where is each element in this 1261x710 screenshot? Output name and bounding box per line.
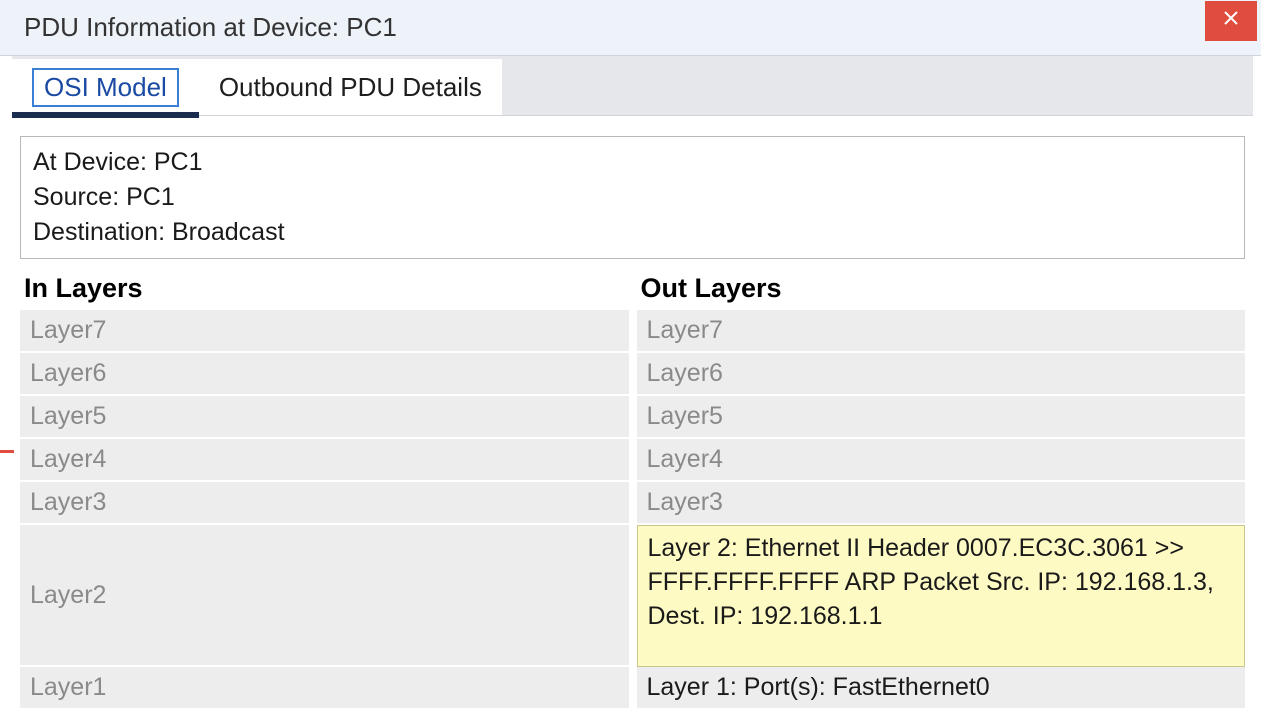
out-layer6[interactable]: Layer6 [637, 353, 1246, 396]
close-icon [1224, 11, 1238, 30]
in-layers-header: In Layers [20, 267, 629, 310]
out-layer4[interactable]: Layer4 [637, 439, 1246, 482]
out-layer3[interactable]: Layer3 [637, 482, 1246, 525]
info-box: At Device: PC1 Source: PC1 Destination: … [20, 136, 1245, 259]
window-title: PDU Information at Device: PC1 [24, 12, 397, 43]
in-layer6[interactable]: Layer6 [20, 353, 629, 396]
layers-grid: In Layers Out Layers Layer7 Layer7 Layer… [12, 267, 1253, 710]
in-layer5[interactable]: Layer5 [20, 396, 629, 439]
info-destination: Destination: Broadcast [33, 215, 1232, 250]
in-layer3[interactable]: Layer3 [20, 482, 629, 525]
out-layer2[interactable]: Layer 2: Ethernet II Header 0007.EC3C.30… [637, 525, 1246, 667]
in-layer7[interactable]: Layer7 [20, 310, 629, 353]
tab-label: OSI Model [32, 68, 179, 107]
tabs-row: OSI Model Outbound PDU Details [12, 56, 1253, 116]
tab-osi-model[interactable]: OSI Model [12, 59, 199, 115]
out-layer5[interactable]: Layer5 [637, 396, 1246, 439]
out-layer1[interactable]: Layer 1: Port(s): FastEthernet0 [637, 667, 1246, 710]
tab-label: Outbound PDU Details [219, 72, 482, 103]
in-layer2[interactable]: Layer2 [20, 525, 629, 667]
close-button[interactable] [1205, 1, 1257, 41]
info-at-device: At Device: PC1 [33, 145, 1232, 180]
out-layer7[interactable]: Layer7 [637, 310, 1246, 353]
left-edge-mark [0, 450, 14, 453]
out-layers-header: Out Layers [637, 267, 1246, 310]
in-layer1[interactable]: Layer1 [20, 667, 629, 710]
main-area: OSI Model Outbound PDU Details At Device… [0, 56, 1261, 710]
info-source: Source: PC1 [33, 180, 1232, 215]
tab-outbound-pdu-details[interactable]: Outbound PDU Details [199, 59, 502, 115]
in-layer4[interactable]: Layer4 [20, 439, 629, 482]
titlebar: PDU Information at Device: PC1 [0, 0, 1261, 56]
tab-underline [12, 112, 199, 118]
